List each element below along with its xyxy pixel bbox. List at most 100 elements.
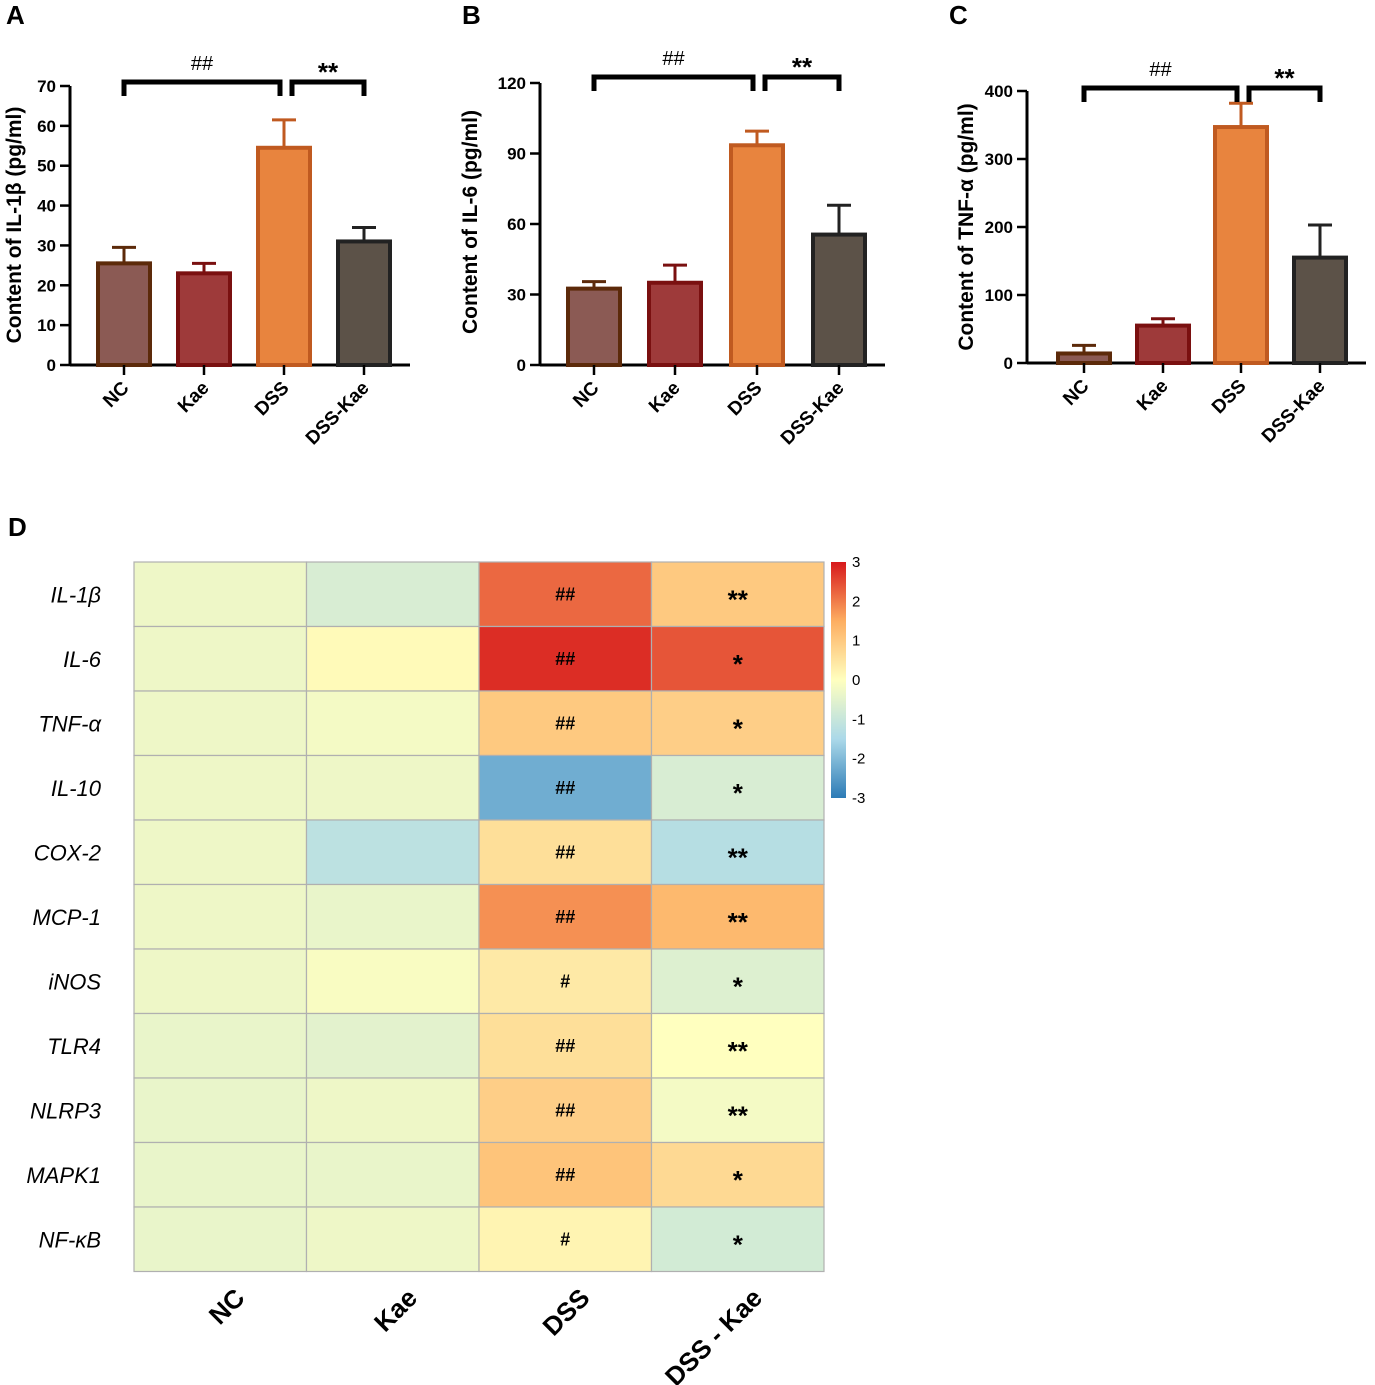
y-tick-label: 90 xyxy=(507,145,526,164)
y-tick-label: 400 xyxy=(985,82,1013,101)
column-label: Kae xyxy=(368,1283,423,1338)
y-tick-label: 40 xyxy=(37,197,56,216)
heatmap-cell xyxy=(478,883,653,950)
y-tick-label: 0 xyxy=(517,356,526,375)
heatmap-cell xyxy=(650,1012,825,1079)
row-label: MAPK1 xyxy=(26,1163,101,1188)
heatmap-cell xyxy=(305,690,480,757)
row-label: TNF-α xyxy=(38,711,102,736)
heatmap-cell xyxy=(133,1206,308,1273)
colorbar-tick-label: 1 xyxy=(852,633,860,650)
bar xyxy=(176,271,232,368)
bar xyxy=(96,261,152,367)
heatmap-cell xyxy=(478,1206,653,1273)
x-tick-label: DSS-Kae xyxy=(777,378,849,450)
colorbar-tick-label: 0 xyxy=(852,672,860,689)
panel-letter-a: A xyxy=(6,0,25,30)
heatmap-cell xyxy=(650,1141,825,1208)
significance-bracket xyxy=(121,79,283,96)
cell-significance: ## xyxy=(555,907,575,927)
heatmap-cell xyxy=(133,1141,308,1208)
row-label: TLR4 xyxy=(47,1034,101,1059)
y-tick-label: 20 xyxy=(37,276,56,295)
y-tick-label: 120 xyxy=(498,74,526,93)
y-tick-label: 50 xyxy=(37,157,56,176)
cell-significance: # xyxy=(560,971,570,991)
heatmap-cell xyxy=(650,754,825,821)
y-axis-title: Content of TNF-α (pg/ml) xyxy=(955,103,978,350)
x-tick-label: Kae xyxy=(645,378,684,417)
heatmap-cell xyxy=(133,883,308,950)
x-tick-label: DSS-Kae xyxy=(1258,376,1330,448)
row-label: iNOS xyxy=(48,969,101,994)
heatmap-cell xyxy=(305,1206,480,1273)
colorbar-tick-label: 2 xyxy=(852,593,860,610)
cell-significance: ## xyxy=(555,584,575,604)
x-tick-label: NC xyxy=(1059,375,1093,409)
row-label: IL-10 xyxy=(51,776,102,801)
heatmap-cell xyxy=(650,819,825,886)
colorbar-tick-label: 3 xyxy=(852,554,860,571)
cell-significance: ** xyxy=(728,1100,749,1130)
heatmap-cell xyxy=(478,1141,653,1208)
heatmap-cell xyxy=(650,883,825,950)
heatmap-cell xyxy=(478,690,653,757)
heatmap-cell xyxy=(478,754,653,821)
significance-label: ** xyxy=(792,52,813,82)
colorbar xyxy=(831,562,846,798)
cell-significance: ** xyxy=(728,1036,749,1066)
bar xyxy=(647,280,703,367)
bar xyxy=(1292,255,1348,366)
colorbar-tick-label: -3 xyxy=(852,790,865,807)
y-tick-label: 200 xyxy=(985,218,1013,237)
x-tick-label: NC xyxy=(569,377,603,411)
cell-significance: ** xyxy=(728,842,749,872)
bar xyxy=(1056,351,1112,366)
heatmap-cell xyxy=(478,561,653,628)
cell-significance: * xyxy=(733,971,744,1001)
cell-significance: * xyxy=(733,1165,744,1195)
x-tick-label: DSS-Kae xyxy=(302,378,374,450)
heatmap-cell xyxy=(133,1012,308,1079)
y-tick-label: 30 xyxy=(37,236,56,255)
cell-significance: * xyxy=(733,649,744,679)
y-tick-label: 60 xyxy=(37,117,56,136)
y-axis-title: Content of IL-6 (pg/ml) xyxy=(459,110,482,334)
heatmap-cell xyxy=(133,561,308,628)
x-tick-label: Kae xyxy=(1133,376,1172,415)
heatmap-cell xyxy=(305,1141,480,1208)
significance-bracket xyxy=(289,79,367,96)
y-tick-label: 10 xyxy=(37,316,56,335)
y-tick-label: 300 xyxy=(985,150,1013,169)
heatmap-cell xyxy=(478,819,653,886)
heatmap-cell xyxy=(133,625,308,692)
cell-significance: ** xyxy=(728,584,749,614)
y-tick-label: 30 xyxy=(507,286,526,305)
colorbar-tick-label: -2 xyxy=(852,751,865,768)
significance-label: ## xyxy=(1149,59,1172,81)
cell-significance: ## xyxy=(555,713,575,733)
cell-significance: ## xyxy=(555,1165,575,1185)
cell-significance: ** xyxy=(728,907,749,937)
y-axis-title: Content of IL-1β (pg/ml) xyxy=(3,107,26,344)
significance-label: ** xyxy=(318,57,339,87)
bar-chart-il6: B Content of IL-6 (pg/ml) 0 30 60 90 120 NC Ka… xyxy=(459,0,885,449)
heatmap-cell xyxy=(305,625,480,692)
bar xyxy=(729,143,785,367)
colorbar-tick-label: -1 xyxy=(852,711,865,728)
cell-significance: ## xyxy=(555,778,575,798)
bar xyxy=(1213,125,1269,366)
cell-significance: ## xyxy=(555,1100,575,1120)
row-label: COX-2 xyxy=(34,840,101,865)
significance-label: ## xyxy=(191,53,214,75)
cell-significance: ## xyxy=(555,649,575,669)
column-label: DSS xyxy=(536,1283,595,1342)
heatmap-cell xyxy=(478,1077,653,1144)
heatmap-cell xyxy=(650,1206,825,1273)
heatmap-cell xyxy=(478,625,653,692)
significance-bracket xyxy=(1246,85,1323,102)
bar xyxy=(1135,323,1191,366)
bar-chart-il1b: A Content of IL-1β (pg/ml) 0 10 20 30 40 50 60… xyxy=(3,0,410,449)
bar xyxy=(256,145,312,367)
